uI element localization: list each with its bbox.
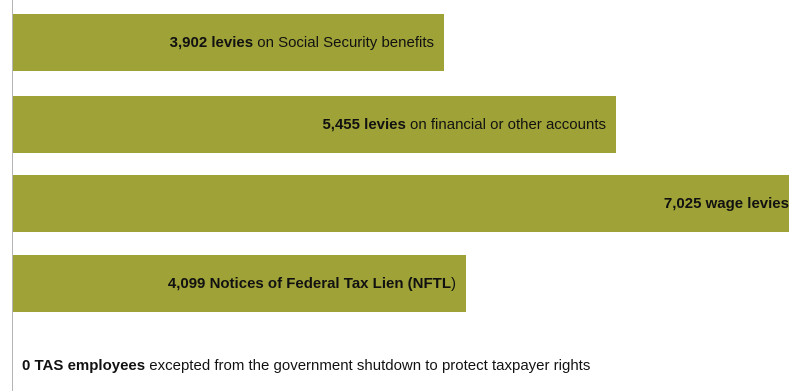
- bar-label-financial-account-levies: 5,455 levies on financial or other accou…: [322, 116, 606, 133]
- bar-financial-account-levies: 5,455 levies on financial or other accou…: [13, 96, 616, 153]
- bar-wage-levies: 7,025 wage levies: [13, 175, 789, 232]
- bar-social-security-levies: 3,902 levies on Social Security benefits: [13, 14, 444, 71]
- y-axis-line: [12, 0, 13, 391]
- bar-nftl: 4,099 Notices of Federal Tax Lien (NFTL): [13, 255, 466, 312]
- bar-label-tas-employees: 0 TAS employees excepted from the govern…: [22, 357, 591, 374]
- bar-label-nftl: 4,099 Notices of Federal Tax Lien (NFTL): [167, 275, 456, 292]
- bar-label-wage-levies: 7,025 wage levies: [663, 195, 789, 212]
- bar-label-social-security-levies: 3,902 levies on Social Security benefits: [169, 34, 434, 51]
